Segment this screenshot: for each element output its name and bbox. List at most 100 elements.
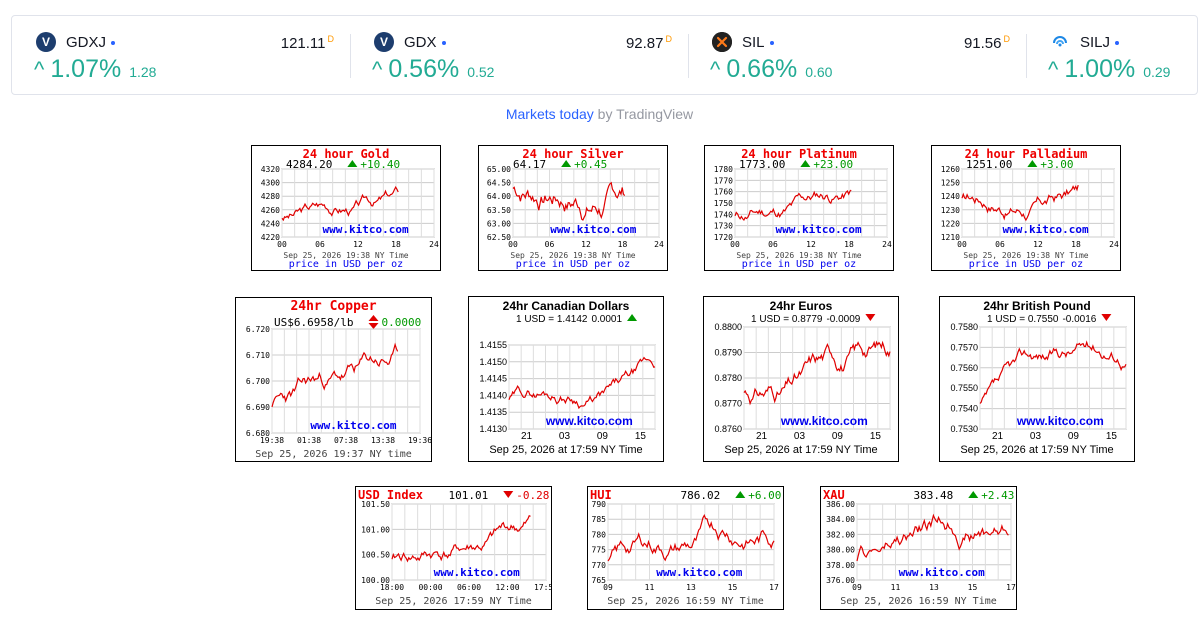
plot-area [743,326,891,430]
caret-up-icon: ^ [34,57,45,82]
chart-footer: price in USD per oz [742,259,856,270]
y-tick-label: 1.4150 [479,357,507,367]
x-tick-label: 24 [654,240,664,249]
x-tick-label: 00 [277,240,287,249]
chart-svg: 24hr Copper US$6.6958/lb 0.0000 6.720 6.710 6… [246,299,431,460]
usd-index-chart[interactable]: USD Index 101.01 -0.28 101.50 101.00 100.50 10… [355,486,552,610]
caret-up-icon: ^ [710,57,721,82]
y-tick-label: 6.690 [246,403,270,412]
ticker-silj[interactable]: SILJ ^ 1.00% 0.29 [1026,16,1197,94]
chart-footer: price in USD per oz [969,259,1083,270]
hui-chart[interactable]: HUI 786.02 +6.00 790 785 780 775 770 765 09 11 13 15… [587,486,784,610]
chart-title: USD Index [358,488,423,502]
chart-footer: price in USD per oz [289,259,403,270]
y-tick-label: 1220 [941,219,960,228]
ticker-sil[interactable]: SIL 91.56 D ^ 0.66% 0.60 [688,16,1027,94]
x-tick-label: 00 [508,240,518,249]
y-tick-label: 1740 [714,210,733,219]
y-tick-label: 0.8800 [714,322,742,332]
x-tick-label: 24 [1109,240,1119,249]
gbp-chart[interactable]: 24hr British Pound 1 USD = 0.7550 -0.0016 0… [939,296,1135,462]
y-tick-label: 1210 [941,233,960,242]
ticker-symbol: SILJ [1080,34,1120,51]
silver-chart[interactable]: 24 hour Silver 64.17 +0.45 65.00 64.50 64.00 6… [478,145,668,271]
price-series-line [979,340,1127,404]
ticker-price: 92.87 D [625,34,672,52]
xau-chart[interactable]: XAU 383.48 +2.43 386.00 384.00 382.00 380.00 37… [820,486,1017,610]
y-tick-label: 6.700 [246,377,270,386]
price-series-line [508,356,656,410]
x-tick-label: 12 [1033,240,1043,249]
y-tick-label: 1730 [714,222,733,231]
kitco-watermark[interactable]: www.kitco.com [1003,223,1089,236]
kitco-watermark[interactable]: www.kitco.com [545,414,633,428]
kitco-watermark[interactable]: www.kitco.com [310,419,396,432]
ticker-symbol: GDX [404,34,446,51]
price-series-line [856,513,1009,562]
kitco-watermark[interactable]: www.kitco.com [656,566,742,579]
plot-area [979,326,1127,430]
ticker-gdx[interactable]: V GDX 92.87 D ^ 0.56% 0.52 [350,16,689,94]
y-tick-label: 765 [592,576,607,585]
ticker-gdxj[interactable]: V GDXJ 121.11 D ^ 1.07% 1.28 [12,16,351,94]
y-tick-label: 4260 [261,206,280,215]
kitco-watermark[interactable]: www.kitco.com [323,223,409,236]
kitco-watermark[interactable]: www.kitco.com [899,566,985,579]
plot-area [271,328,421,434]
vaneck-logo-icon: V [36,32,56,52]
gold-chart[interactable]: 24 hour Gold 4284.20 +10.40 4320 4300 4280 426… [251,145,441,271]
delayed-flag: D [1003,34,1011,44]
x-tick-label: 17 [1006,583,1016,592]
plot-area [391,503,547,581]
x-tick-label: 24 [429,240,439,249]
y-tick-label: 0.7530 [950,424,978,434]
y-tick-label: 6.680 [246,429,270,438]
x-tick-label: 13:38 [371,436,395,445]
y-tick-label: 100.00 [361,576,390,585]
copper-chart[interactable]: 24hr Copper US$6.6958/lb 0.0000 6.720 6.710 6… [235,297,432,462]
chart-change: +10.40 [360,158,400,171]
palladium-chart[interactable]: 24 hour Palladium 1251.00 +3.00 1260 1250 124… [931,145,1121,271]
markets-today-link[interactable]: Markets today by TradingView [505,106,694,122]
y-tick-label: 0.7570 [950,342,978,352]
kitco-watermark[interactable]: www.kitco.com [1016,414,1104,428]
arrow-down-icon [1101,314,1112,321]
x-tick-label: 15 [728,583,738,592]
arrow-up-icon [347,160,358,167]
chart-title: 24hr British Pound [983,299,1090,313]
y-tick-label: 1720 [714,233,733,242]
y-tick-label: 1.4130 [479,424,507,434]
kitco-watermark[interactable]: www.kitco.com [776,223,862,236]
chart-title: XAU [823,488,845,502]
x-tick-label: 17:58 [534,583,551,592]
x-tick-label: 09 [1068,431,1080,442]
divider [1026,34,1027,78]
plot-area [961,168,1115,238]
y-tick-label: 1780 [714,165,733,174]
kitco-watermark[interactable]: www.kitco.com [780,414,868,428]
y-tick-label: 0.7560 [950,363,978,373]
kitco-watermark[interactable]: www.kitco.com [434,566,520,579]
arrow-up-icon [735,491,746,498]
chart-change: +23.00 [813,158,853,171]
platinum-chart[interactable]: 24 hour Platinum 1773.00 +23.00 1780 1770 176… [704,145,894,271]
eur-chart[interactable]: 24hr Euros 1 USD = 0.8779 -0.0009 0.8800 0.8… [703,296,899,462]
plot-area [508,344,656,430]
ticker-change: ^ 1.00% 0.29 [1048,55,1171,83]
y-tick-label: 0.7580 [950,322,978,332]
arrow-down-icon [368,323,379,329]
price-series-line [734,189,852,222]
x-tick-label: 09 [832,431,844,442]
chart-title: 24hr Canadian Dollars [503,299,630,313]
x-tick-label: 15 [870,431,882,442]
cad-chart[interactable]: 24hr Canadian Dollars 1 USD = 1.4142 0.000… [468,296,664,462]
caret-up-icon: ^ [372,57,383,82]
kitco-watermark[interactable]: www.kitco.com [550,223,636,236]
x-tick-label: 09 [603,583,613,592]
y-tick-label: 785 [592,515,607,524]
price-series-line [512,181,626,221]
y-tick-label: 63.00 [487,219,511,228]
chart-price: US$6.6958/lb [274,316,353,329]
